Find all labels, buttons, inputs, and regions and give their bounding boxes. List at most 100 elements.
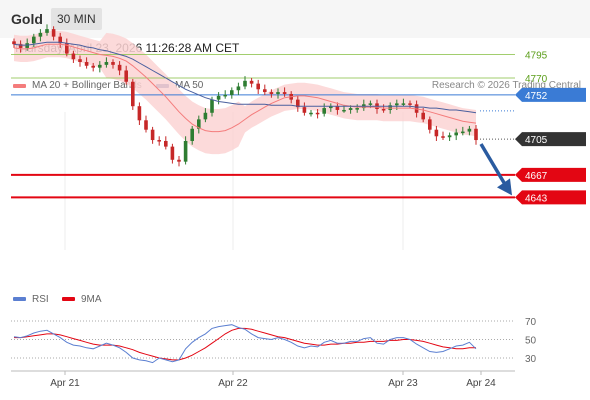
level-label-4795: 4795 xyxy=(525,51,548,62)
candle xyxy=(164,136,168,150)
candle-body xyxy=(12,41,16,45)
x-tick-label: Apr 21 xyxy=(50,378,80,389)
level-tag-4643 xyxy=(515,190,586,205)
legend-ma20: MA 20 + Bollinger Bands xyxy=(13,80,142,91)
x-tick-label: Apr 24 xyxy=(466,378,496,389)
candle xyxy=(223,90,227,99)
rsi-ma-label: 9MA xyxy=(81,294,102,305)
candle-body xyxy=(447,135,452,138)
candle xyxy=(111,59,115,69)
candle-body xyxy=(348,108,353,110)
candle-body xyxy=(98,64,102,68)
rsi-label: RSI xyxy=(32,294,49,305)
candle-body xyxy=(243,80,247,87)
candle-body xyxy=(38,32,43,37)
candle xyxy=(157,136,161,146)
candle-body xyxy=(230,90,234,95)
ma20-label: MA 20 + Bollinger Bands xyxy=(32,80,142,91)
arrow-shaft xyxy=(479,143,507,186)
candle-body xyxy=(144,120,148,130)
candle xyxy=(190,125,194,145)
level-tag-4705 xyxy=(515,132,586,147)
candle-body xyxy=(45,29,49,33)
candle xyxy=(408,100,412,109)
candle xyxy=(309,109,313,117)
candle-body xyxy=(474,128,478,141)
candle xyxy=(170,143,175,164)
candle xyxy=(461,126,465,136)
candle-body xyxy=(58,36,62,44)
rsi-axis: 70 50 30 xyxy=(525,317,537,365)
candle xyxy=(256,79,260,94)
header-bar: Gold 30 MIN xyxy=(0,0,590,38)
candle-body xyxy=(395,103,399,106)
level-tags: 4795 4770 4752 4705 4667 4643 xyxy=(515,51,586,205)
candle xyxy=(447,132,452,141)
candle xyxy=(441,131,445,141)
forecast-arrow xyxy=(479,143,512,196)
rsi-ma-swatch xyxy=(62,297,75,301)
candle xyxy=(177,156,181,167)
candle xyxy=(236,82,241,95)
candle xyxy=(302,102,307,116)
candle-body xyxy=(210,99,214,113)
ma20-swatch xyxy=(13,83,26,88)
candle xyxy=(296,95,300,112)
candle xyxy=(434,125,439,141)
candle-body xyxy=(91,65,95,68)
candle xyxy=(474,125,478,145)
candle-body xyxy=(170,146,175,160)
ma50-label: MA 50 xyxy=(175,80,204,91)
candle xyxy=(32,33,36,47)
candle-body xyxy=(302,107,307,113)
candle-body xyxy=(408,103,412,105)
candle xyxy=(197,115,201,134)
candle xyxy=(144,115,148,133)
candle-body xyxy=(150,129,155,141)
candle xyxy=(98,61,102,73)
candle-body xyxy=(164,140,168,147)
candle xyxy=(124,65,128,85)
candle xyxy=(12,38,16,48)
candle xyxy=(18,40,23,53)
candle-body xyxy=(441,136,445,138)
candle xyxy=(38,29,43,42)
candle-body xyxy=(124,70,128,82)
candle-body xyxy=(342,109,346,112)
candle-body xyxy=(65,43,69,54)
rsi-tick-70: 70 xyxy=(525,317,537,328)
candle-body xyxy=(18,44,23,48)
candle xyxy=(230,87,234,99)
candle xyxy=(58,32,62,48)
candle xyxy=(51,26,56,41)
candle xyxy=(428,116,432,134)
instrument-title: Gold xyxy=(11,11,43,27)
candle xyxy=(315,109,320,119)
level-label-4705: 4705 xyxy=(525,135,548,146)
candle xyxy=(322,103,326,117)
bollinger-band xyxy=(14,31,476,155)
candle-body xyxy=(177,159,181,162)
candle-body xyxy=(315,112,320,115)
candle-body xyxy=(355,108,359,110)
candle-body xyxy=(381,109,386,111)
candle xyxy=(216,92,221,105)
candle-body xyxy=(428,119,432,130)
period-badge[interactable]: 30 MIN xyxy=(51,8,102,30)
candle xyxy=(78,55,82,67)
candle-body xyxy=(223,94,227,97)
candle xyxy=(65,38,69,57)
rsi-line xyxy=(13,324,477,364)
candle xyxy=(276,88,280,99)
x-tick-label: Apr 22 xyxy=(218,378,248,389)
candle xyxy=(335,102,340,115)
candle xyxy=(117,61,122,76)
candle-body xyxy=(263,89,267,93)
candle-body xyxy=(322,108,326,114)
candle xyxy=(104,57,109,68)
candle-body xyxy=(461,131,465,134)
candle-body xyxy=(276,92,280,94)
level-lines xyxy=(11,54,515,199)
candle-body xyxy=(190,128,194,141)
candle xyxy=(269,89,274,98)
